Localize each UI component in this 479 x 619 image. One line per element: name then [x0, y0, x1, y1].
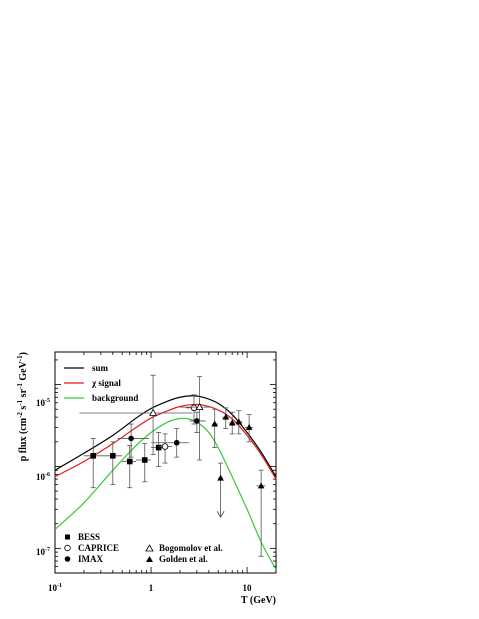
marker-triangle	[245, 423, 253, 430]
point-bogomolov	[79, 374, 193, 455]
point-bess	[122, 445, 137, 489]
y-tick-label: 10-5	[36, 398, 50, 408]
data-points	[79, 374, 266, 557]
point-golden	[216, 462, 225, 519]
legend-label-golden: Golden et al.	[159, 554, 208, 564]
legend-label-signal: χ signal	[91, 378, 121, 388]
legend-label-imax: IMAX	[78, 554, 103, 564]
x-tick-label: 1	[149, 583, 154, 593]
legend-label-bogomolov: Bogomolov et al.	[159, 543, 223, 553]
point-golden	[211, 408, 219, 448]
legend-label-sum: sum	[92, 363, 109, 373]
marker-circle-open	[190, 404, 198, 412]
legend-marker-golden	[146, 556, 153, 562]
y-axis-label: p flux (cm-2 s-1 sr-1 GeV-1)	[16, 352, 29, 461]
x-axis-label: T (GeV)	[241, 595, 276, 606]
x-tick-label: 10-1	[48, 583, 62, 593]
legend-label-bess: BESS	[78, 532, 100, 542]
axis-ticks	[54, 352, 277, 574]
point-bess	[83, 438, 103, 489]
x-tick-labels: 10-1 1 10	[48, 583, 252, 593]
marker-circle	[194, 418, 200, 424]
point-golden	[235, 410, 243, 435]
point-imax	[189, 411, 206, 433]
curve-background	[54, 417, 277, 570]
legend-marker-imax	[64, 556, 71, 562]
point-caprice	[158, 433, 172, 464]
point-golden	[256, 469, 266, 557]
marker-square	[90, 452, 97, 459]
point-golden	[244, 414, 253, 443]
x-tick-label: 10	[243, 583, 253, 593]
marker-triangle	[257, 482, 265, 489]
point-bess	[136, 443, 152, 483]
curve-legend: sum χ signal background	[64, 363, 138, 403]
upper-limit-arrow	[216, 510, 225, 519]
y-tick-labels: 10-7 10-6 10-5	[36, 398, 50, 557]
point-golden	[228, 411, 236, 435]
legend-marker-bogomolov	[145, 544, 154, 552]
legend-label-background: background	[92, 393, 138, 403]
marker-triangle	[217, 474, 224, 481]
marker-triangle-open	[149, 408, 158, 416]
marker-triangle	[222, 413, 230, 420]
plot-frame	[54, 351, 277, 574]
marker-circle	[173, 439, 180, 446]
point-caprice	[185, 394, 200, 425]
marker-square	[155, 444, 162, 451]
marker-triangle-open	[195, 402, 204, 411]
curve-sum	[54, 395, 277, 478]
point-imax	[151, 428, 190, 458]
legend-marker-bess	[65, 534, 70, 540]
data-legend: BESS CAPRICE IMAX Bogomolov et al. Golde…	[64, 532, 223, 564]
point-imax	[117, 423, 149, 458]
curve-signal	[54, 403, 277, 480]
marker-square	[141, 457, 148, 463]
marker-triangle	[228, 419, 236, 426]
marker-square	[126, 458, 133, 465]
y-tick-label: 10-7	[36, 547, 50, 557]
point-bogomolov	[179, 376, 212, 461]
marker-circle-open	[161, 443, 169, 450]
point-bess	[102, 441, 123, 486]
y-tick-label: 10-6	[36, 472, 50, 482]
marker-triangle	[235, 418, 243, 425]
marker-square	[110, 452, 116, 459]
point-golden	[222, 407, 230, 430]
legend-marker-caprice	[64, 544, 71, 552]
marker-circle	[128, 435, 134, 442]
marker-triangle	[211, 420, 218, 427]
legend-label-caprice: CAPRICE	[78, 543, 119, 553]
